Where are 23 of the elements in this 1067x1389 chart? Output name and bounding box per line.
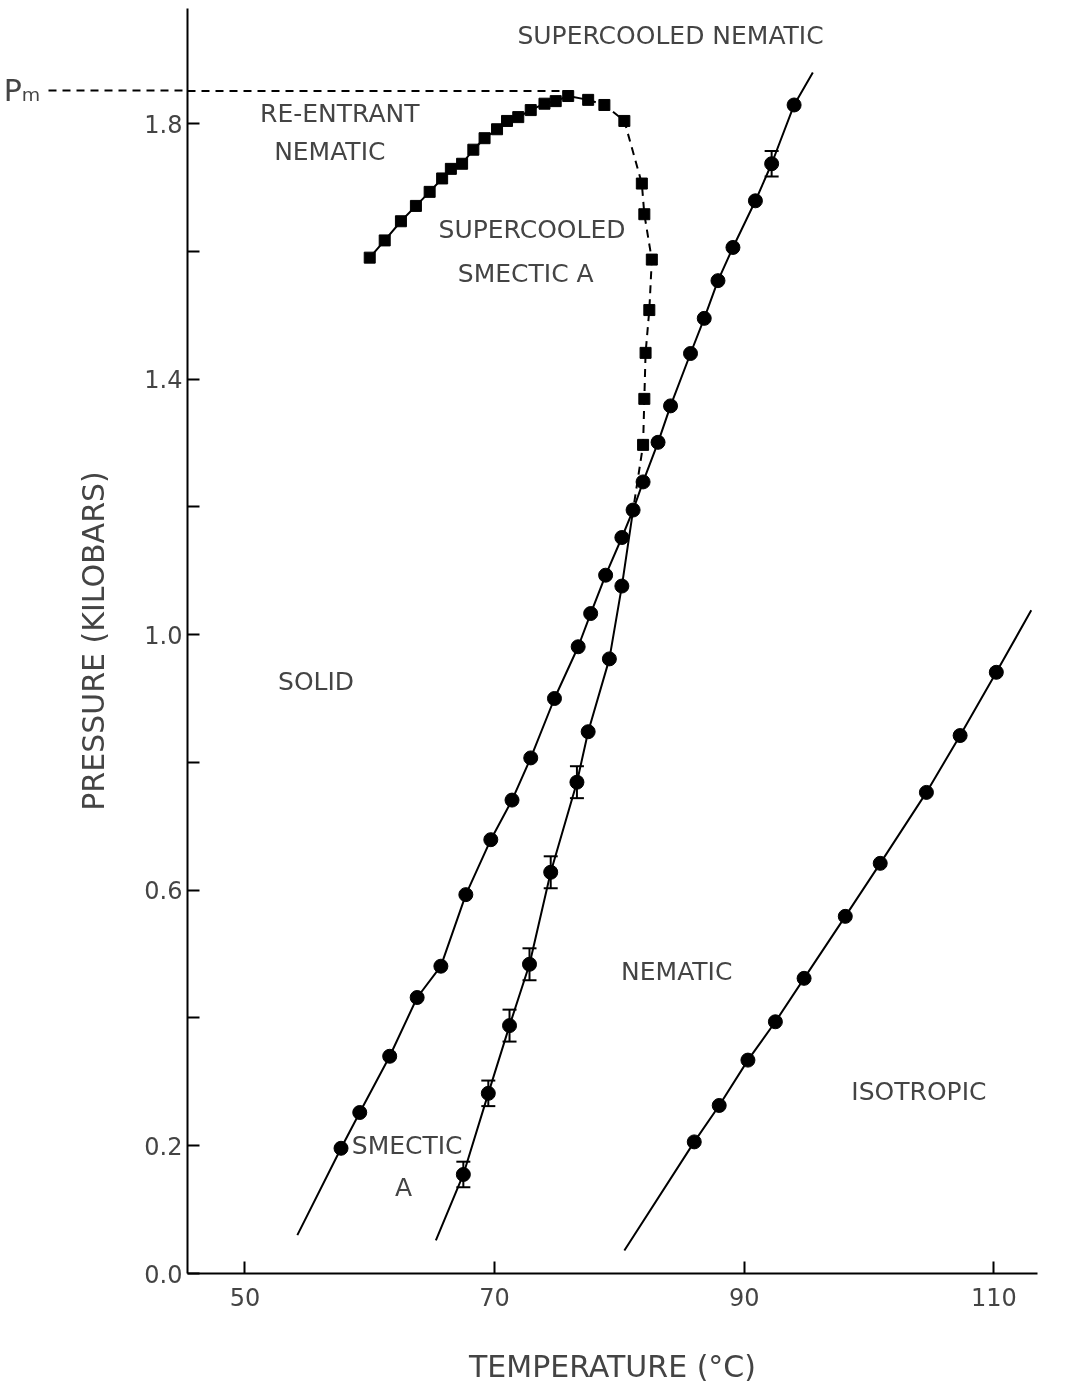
y-tick-label: 1.8 — [144, 110, 183, 139]
annotation: A — [394, 1173, 412, 1203]
x-tick-label: 90 — [728, 1283, 760, 1312]
annotation: SOLID — [278, 666, 355, 696]
ref-line-label: Pₘ — [3, 73, 41, 109]
y-tick-label: 1.0 — [144, 621, 183, 650]
annotation: SUPERCOOLED — [438, 215, 626, 245]
y-tick-label: 0.2 — [144, 1132, 183, 1161]
annotation: ISOTROPIC — [851, 1076, 987, 1106]
y-tick-label: 0.0 — [144, 1260, 183, 1289]
annotation: NEMATIC — [621, 957, 733, 987]
annotation: SMECTIC — [351, 1130, 463, 1160]
y-tick-label: 0.6 — [144, 877, 183, 906]
annotation: SUPERCOOLED NEMATIC — [517, 20, 824, 50]
x-tick-label: 50 — [229, 1283, 261, 1312]
annotation: NEMATIC — [274, 137, 386, 167]
y-tick-label: 1.4 — [144, 366, 183, 395]
x-tick-label: 70 — [479, 1283, 510, 1312]
annotation: SMECTIC A — [457, 258, 594, 288]
x-axis-title: TEMPERATURE (°C) — [468, 1348, 757, 1384]
x-tick-label: 110 — [970, 1283, 1017, 1312]
annotation: RE-ENTRANT — [260, 98, 421, 128]
y-axis-title: PRESSURE (KILOBARS) — [76, 471, 112, 811]
